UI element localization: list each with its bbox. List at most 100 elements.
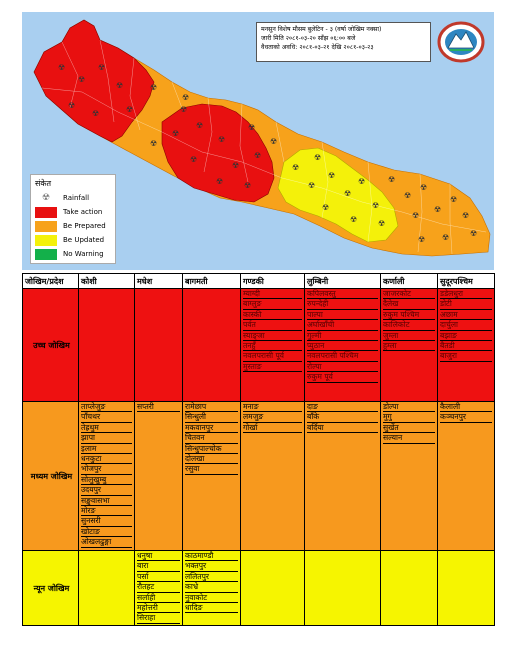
district-name: नवलपरासी पश्चिम bbox=[307, 351, 378, 362]
rainfall-hazard-icon: ☢ bbox=[196, 121, 203, 130]
district-name: गुल्मी bbox=[307, 331, 378, 342]
legend-label: Rainfall bbox=[63, 194, 90, 202]
column-header: कोशी bbox=[78, 273, 135, 289]
district-name: डोटी bbox=[440, 299, 492, 310]
district-name: कालिकोट bbox=[383, 320, 435, 331]
district-name: सोलुखुम्बु bbox=[81, 475, 132, 486]
district-name: सिन्धुपाल्चोक bbox=[185, 444, 238, 455]
district-name: काभ्रे bbox=[185, 582, 238, 593]
district-cell: म्याग्दी बाग्लुङ कास्की पर्वत स्याङ्जा तनहुँ न… bbox=[240, 288, 305, 402]
rainfall-hazard-icon: ☢ bbox=[254, 151, 261, 160]
rainfall-hazard-icon: ☢ bbox=[116, 81, 123, 90]
rainfall-hazard-icon: ☢ bbox=[358, 177, 365, 186]
column-header: मधेश bbox=[134, 273, 183, 289]
rainfall-hazard-icon: ☢ bbox=[470, 229, 477, 238]
district-name: काठमाण्डौ bbox=[185, 552, 238, 562]
district-name: बाँके bbox=[307, 412, 378, 423]
district-name: मुस्ताङ bbox=[243, 362, 302, 373]
legend-label: Be Prepared bbox=[63, 222, 106, 230]
district-cell: डोल्पा मुगु सुर्खेत सल्यान bbox=[380, 401, 438, 551]
district-name: सुनसरी bbox=[81, 516, 132, 527]
rainfall-hazard-icon: ☢ bbox=[172, 129, 179, 138]
rainfall-hazard-icon: ☢ bbox=[190, 155, 197, 164]
legend-item-rainfall: ☢ Rainfall bbox=[35, 191, 111, 205]
district-name: धनकुटा bbox=[81, 454, 132, 465]
rainfall-hazard-icon: ☢ bbox=[404, 191, 411, 200]
district-name: डडेलधुरा bbox=[440, 290, 492, 300]
district-cell bbox=[437, 550, 495, 626]
rainfall-hazard-icon: ☢ bbox=[434, 205, 441, 214]
district-name: सिन्धुली bbox=[185, 412, 238, 423]
bulletin-header: मनसुन विशेष मौसम बुलेटिन - ३ (वर्षा जोखि… bbox=[256, 22, 431, 62]
district-name: अछाम bbox=[440, 310, 492, 321]
district-name: ताप्लेजुङ bbox=[81, 403, 132, 413]
district-name: इलाम bbox=[81, 444, 132, 455]
rainfall-hazard-icon: ☢ bbox=[58, 63, 65, 72]
rainfall-hazard-icon: ☢ bbox=[270, 137, 277, 146]
risk-level-label: मध्यम जोखिम bbox=[22, 401, 79, 551]
district-name: खोटाङ bbox=[81, 527, 132, 538]
district-cell: दाङ बाँके बर्दिया bbox=[304, 401, 381, 551]
district-cell bbox=[380, 550, 438, 626]
district-name: रुपन्देही bbox=[307, 299, 378, 310]
district-name: दोलखा bbox=[185, 454, 238, 465]
rainfall-hazard-icon: ☢ bbox=[218, 135, 225, 144]
district-name: लमजुङ bbox=[243, 412, 302, 423]
rainfall-hazard-icon: ☢ bbox=[41, 193, 51, 203]
table-row-low-risk: न्यून जोखिम धनुषा बारा पर्सा रौतहट सर्लाही मह… bbox=[22, 550, 495, 626]
district-borders bbox=[41, 39, 487, 255]
district-name: मुगु bbox=[383, 412, 435, 423]
district-name: बारा bbox=[137, 561, 180, 572]
rainfall-hazard-icon: ☢ bbox=[182, 93, 189, 102]
district-name: धनुषा bbox=[137, 552, 180, 562]
rainfall-hazard-icon: ☢ bbox=[180, 105, 187, 114]
legend-item-be-updated: Be Updated bbox=[35, 233, 111, 247]
district-cell bbox=[78, 550, 135, 626]
rainfall-hazard-icon: ☢ bbox=[308, 181, 315, 190]
rainfall-hazard-icon: ☢ bbox=[328, 171, 335, 180]
district-name: तनहुँ bbox=[243, 341, 302, 352]
rainfall-hazard-icon: ☢ bbox=[98, 63, 105, 72]
district-cell bbox=[78, 288, 135, 402]
district-cell: कैलाली कञ्चनपुर bbox=[437, 401, 495, 551]
rainfall-hazard-icon: ☢ bbox=[244, 181, 251, 190]
district-name: सुर्खेत bbox=[383, 423, 435, 434]
rainfall-hazard-icon: ☢ bbox=[462, 211, 469, 220]
legend-label: Be Updated bbox=[63, 236, 105, 244]
district-cell: धनुषा बारा पर्सा रौतहट सर्लाही महोत्तरी सिराहा bbox=[134, 550, 183, 626]
rainfall-hazard-icon: ☢ bbox=[292, 163, 299, 172]
government-emblem-logo bbox=[437, 21, 485, 63]
district-cell: रामेछाप सिन्धुली मकवानपुर चितवन सिन्धुपाल्चो… bbox=[182, 401, 241, 551]
district-cell: ताप्लेजुङ पाँचथर तेह्रथुम झापा इलाम धनकुटा भोज… bbox=[78, 401, 135, 551]
legend-label: No Warning bbox=[63, 250, 104, 258]
district-cell: मनाङ लमजुङ गोर्खा bbox=[240, 401, 305, 551]
district-name: म्याग्दी bbox=[243, 290, 302, 300]
district-name: रौतहट bbox=[137, 582, 180, 593]
district-name: बझाङ bbox=[440, 331, 492, 342]
legend-title: संकेत bbox=[35, 179, 52, 188]
district-name: मकवानपुर bbox=[185, 423, 238, 434]
rainfall-hazard-icon: ☢ bbox=[68, 101, 75, 110]
legend-swatch-take-action bbox=[35, 206, 57, 218]
district-name: रामेछाप bbox=[185, 403, 238, 413]
district-name: पर्वत bbox=[243, 320, 302, 331]
district-name: सङ्खुवासभा bbox=[81, 496, 132, 507]
rainfall-hazard-icon: ☢ bbox=[150, 139, 157, 148]
district-cell: डडेलधुरा डोटी अछाम दार्चुला बझाङ बैतडी बाजुरा bbox=[437, 288, 495, 402]
region-take-action-central bbox=[161, 103, 275, 203]
district-name: सप्तरी bbox=[137, 403, 180, 413]
rainfall-hazard-icon: ☢ bbox=[126, 105, 133, 114]
rainfall-hazard-icon: ☢ bbox=[420, 183, 427, 192]
district-name: प्युठान bbox=[307, 341, 378, 352]
column-header: लुम्बिनी bbox=[304, 273, 381, 289]
district-name: मोरङ bbox=[81, 506, 132, 517]
district-name: रुकुम पूर्व bbox=[307, 372, 378, 383]
district-cell bbox=[304, 550, 381, 626]
legend-swatch-be-updated bbox=[35, 234, 57, 246]
district-name: स्याङ्जा bbox=[243, 331, 302, 342]
rainfall-hazard-icon: ☢ bbox=[442, 233, 449, 242]
column-header: कर्णाली bbox=[380, 273, 438, 289]
district-name: बैतडी bbox=[440, 341, 492, 352]
district-cell: सप्तरी bbox=[134, 401, 183, 551]
district-name: झापा bbox=[81, 433, 132, 444]
